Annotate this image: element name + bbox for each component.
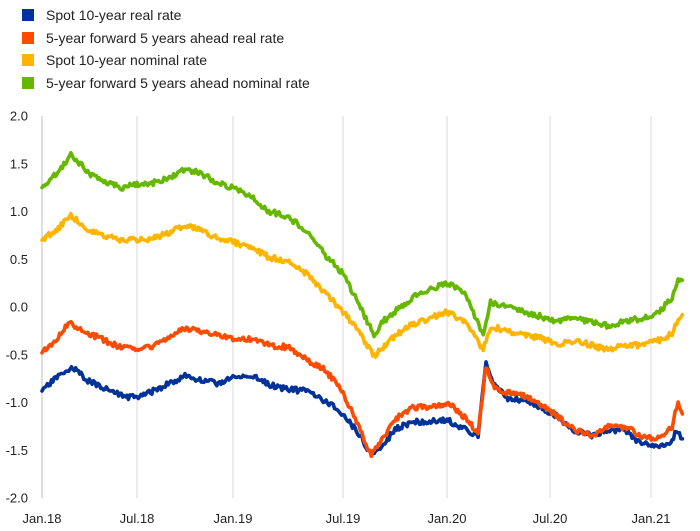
legend-swatch (22, 54, 34, 67)
legend-item-spot-nominal: Spot 10-year nominal rate (22, 49, 310, 72)
series-line (40, 150, 685, 339)
y-tick-label: 1.0 (10, 204, 28, 219)
y-tick-label: 0.5 (10, 252, 28, 267)
series-line (40, 319, 685, 459)
legend-label: 5-year forward 5 years ahead nominal rat… (46, 74, 310, 91)
legend-label: 5-year forward 5 years ahead real rate (46, 29, 285, 46)
legend-label: Spot 10-year real rate (46, 7, 182, 24)
legend-item-spot-real: Spot 10-year real rate (22, 4, 310, 27)
legend-swatch (22, 31, 34, 44)
y-tick-label: -0.5 (6, 347, 28, 362)
series-line (40, 211, 685, 359)
legend-swatch (22, 76, 34, 89)
x-tick-label: Jan.19 (213, 511, 252, 526)
y-tick-label: 1.5 (10, 156, 28, 171)
legend-swatch (22, 9, 34, 22)
y-tick-label: -2.0 (6, 491, 28, 506)
x-tick-label: Jul.18 (120, 511, 155, 526)
legend-item-forward-nominal: 5-year forward 5 years ahead nominal rat… (22, 72, 310, 95)
x-tick-label: Jan.20 (427, 511, 466, 526)
legend-label: Spot 10-year nominal rate (46, 52, 208, 69)
y-tick-label: -1.5 (6, 443, 28, 458)
x-tick-label: Jul.20 (533, 511, 568, 526)
y-tick-label: 2.0 (10, 109, 28, 124)
legend: Spot 10-year real rate 5-year forward 5 … (22, 4, 310, 94)
legend-item-forward-real: 5-year forward 5 years ahead real rate (22, 27, 310, 50)
x-tick-label: Jan.18 (22, 511, 61, 526)
x-tick-label: Jul.19 (326, 511, 361, 526)
y-tick-label: 0.0 (10, 300, 28, 315)
x-tick-label: Jan.21 (631, 511, 670, 526)
y-tick-label: -1.0 (6, 395, 28, 410)
